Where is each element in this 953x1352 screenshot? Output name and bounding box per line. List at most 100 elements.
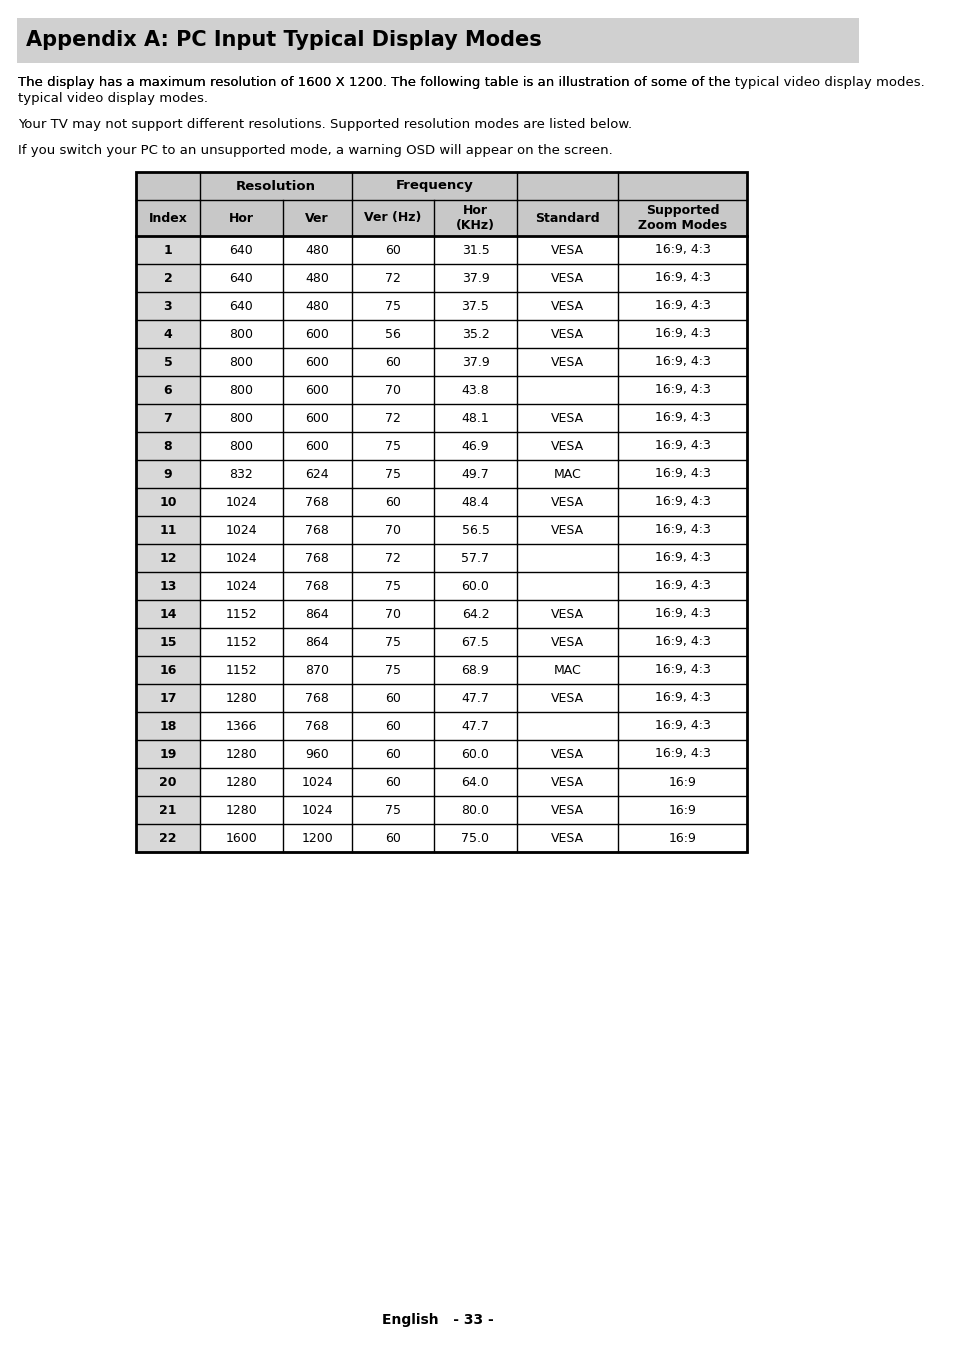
Text: The display has a maximum resolution of 1600 X 1200. The following table is an i: The display has a maximum resolution of … — [18, 76, 730, 89]
Text: 75: 75 — [384, 468, 400, 480]
Text: 16:9, 4:3: 16:9, 4:3 — [654, 439, 710, 453]
Text: 47.7: 47.7 — [461, 719, 489, 733]
Bar — [135, 376, 200, 404]
Text: 21: 21 — [159, 803, 176, 817]
Text: 18: 18 — [159, 719, 176, 733]
Bar — [200, 740, 746, 768]
Text: 624: 624 — [305, 468, 329, 480]
Text: 600: 600 — [305, 356, 329, 369]
Text: 14: 14 — [159, 607, 176, 621]
Text: 60: 60 — [385, 691, 400, 704]
Text: 600: 600 — [305, 327, 329, 341]
Text: 1024: 1024 — [225, 495, 257, 508]
Bar — [200, 404, 746, 433]
Text: 60: 60 — [385, 243, 400, 257]
Text: VESA: VESA — [550, 300, 583, 312]
Text: VESA: VESA — [550, 776, 583, 788]
Bar — [200, 237, 746, 264]
Text: Hor: Hor — [229, 211, 253, 224]
Bar — [200, 768, 746, 796]
Bar — [135, 488, 200, 516]
Bar — [200, 684, 746, 713]
Text: 7: 7 — [163, 411, 172, 425]
Text: 1152: 1152 — [225, 635, 257, 649]
Text: 16:9: 16:9 — [668, 803, 696, 817]
Text: 60: 60 — [385, 495, 400, 508]
Text: 800: 800 — [229, 356, 253, 369]
Text: VESA: VESA — [550, 748, 583, 760]
Bar — [135, 544, 200, 572]
Text: 67.5: 67.5 — [461, 635, 489, 649]
Text: 960: 960 — [305, 748, 329, 760]
Bar — [135, 600, 200, 627]
Text: 16:9, 4:3: 16:9, 4:3 — [654, 300, 710, 312]
Text: If you switch your PC to an unsupported mode, a warning OSD will appear on the s: If you switch your PC to an unsupported … — [18, 145, 613, 157]
Bar — [200, 656, 746, 684]
Bar — [135, 572, 200, 600]
Text: 22: 22 — [159, 831, 176, 845]
Text: VESA: VESA — [550, 411, 583, 425]
FancyBboxPatch shape — [16, 18, 859, 64]
Text: 46.9: 46.9 — [461, 439, 489, 453]
Text: VESA: VESA — [550, 243, 583, 257]
Text: Ver (Hz): Ver (Hz) — [364, 211, 421, 224]
Text: 72: 72 — [385, 272, 400, 284]
Text: 4: 4 — [163, 327, 172, 341]
Bar — [200, 823, 746, 852]
Text: 20: 20 — [159, 776, 176, 788]
Text: 768: 768 — [305, 691, 329, 704]
Text: 60.0: 60.0 — [461, 748, 489, 760]
Text: 6: 6 — [164, 384, 172, 396]
Bar — [200, 460, 746, 488]
Text: 1200: 1200 — [301, 831, 333, 845]
Text: 16:9, 4:3: 16:9, 4:3 — [654, 523, 710, 537]
Text: 75: 75 — [384, 439, 400, 453]
Text: 16:9, 4:3: 16:9, 4:3 — [654, 607, 710, 621]
Text: 16:9, 4:3: 16:9, 4:3 — [654, 748, 710, 760]
Text: 16:9, 4:3: 16:9, 4:3 — [654, 635, 710, 649]
Text: VESA: VESA — [550, 495, 583, 508]
Text: 15: 15 — [159, 635, 176, 649]
Text: VESA: VESA — [550, 831, 583, 845]
Text: 64.0: 64.0 — [461, 776, 489, 788]
Text: 800: 800 — [229, 411, 253, 425]
Text: 800: 800 — [229, 384, 253, 396]
Text: English   - 33 -: English - 33 - — [381, 1313, 494, 1328]
Text: 864: 864 — [305, 635, 329, 649]
Bar — [135, 823, 200, 852]
Bar — [135, 292, 200, 320]
Text: 1152: 1152 — [225, 664, 257, 676]
Text: Your TV may not support different resolutions. Supported resolution modes are li: Your TV may not support different resolu… — [18, 118, 632, 131]
Text: VESA: VESA — [550, 327, 583, 341]
Text: Index: Index — [149, 211, 187, 224]
Bar — [200, 376, 746, 404]
Text: 1280: 1280 — [225, 803, 257, 817]
Text: 37.9: 37.9 — [461, 272, 489, 284]
Text: 1024: 1024 — [225, 552, 257, 565]
Text: 48.4: 48.4 — [461, 495, 489, 508]
Bar — [200, 600, 746, 627]
Text: 1280: 1280 — [225, 691, 257, 704]
Text: 16:9, 4:3: 16:9, 4:3 — [654, 243, 710, 257]
Text: 75.0: 75.0 — [461, 831, 489, 845]
Text: 1280: 1280 — [225, 776, 257, 788]
Text: 9: 9 — [164, 468, 172, 480]
Text: Standard: Standard — [535, 211, 599, 224]
Bar — [200, 320, 746, 347]
Text: VESA: VESA — [550, 272, 583, 284]
Text: VESA: VESA — [550, 803, 583, 817]
Text: VESA: VESA — [550, 635, 583, 649]
Text: 16: 16 — [159, 664, 176, 676]
Bar — [200, 292, 746, 320]
Text: 1024: 1024 — [301, 776, 333, 788]
Text: 75: 75 — [384, 664, 400, 676]
Text: 16:9, 4:3: 16:9, 4:3 — [654, 691, 710, 704]
Bar — [135, 320, 200, 347]
Text: Frequency: Frequency — [395, 180, 473, 192]
Bar — [200, 713, 746, 740]
Text: 16:9: 16:9 — [668, 831, 696, 845]
Text: 49.7: 49.7 — [461, 468, 489, 480]
Bar — [200, 347, 746, 376]
Text: 870: 870 — [305, 664, 329, 676]
Text: 70: 70 — [384, 384, 400, 396]
